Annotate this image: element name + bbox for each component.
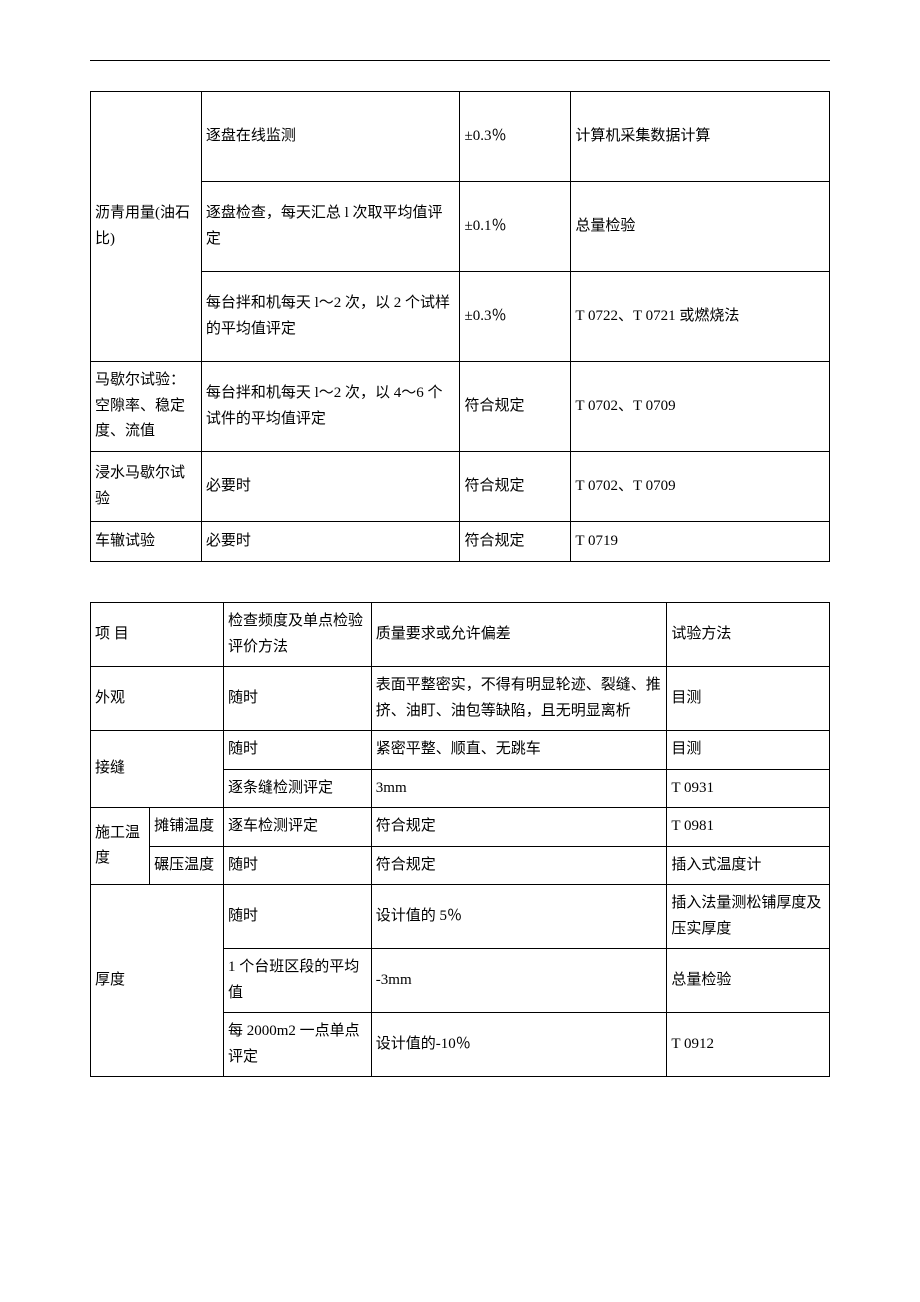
table-cell: 碾压温度 <box>150 846 224 885</box>
table-cell: 试验方法 <box>667 603 830 667</box>
table-cell: 随时 <box>224 667 372 731</box>
table-cell: 摊铺温度 <box>150 808 224 847</box>
table-cell: 逐条缝检测评定 <box>224 769 372 808</box>
table-cell: 符合规定 <box>460 522 571 562</box>
table-cell: 施工温度 <box>91 808 150 885</box>
table-row: 逐盘检查，每天汇总 l 次取平均值评定±0.1％总量检验 <box>91 182 830 272</box>
table-row: 项 目检查频度及单点检验评价方法质量要求或允许偏差试验方法 <box>91 603 830 667</box>
table-cell: 随时 <box>224 885 372 949</box>
table-cell: 随时 <box>224 846 372 885</box>
table-cell: T 0931 <box>667 769 830 808</box>
table-cell: T 0722、T 0721 或燃烧法 <box>571 272 830 362</box>
table-cell: 车辙试验 <box>91 522 202 562</box>
table-cell: 符合规定 <box>460 362 571 452</box>
table-cell: T 0719 <box>571 522 830 562</box>
table-cell: 每台拌和机每天 l～2 次，以 4～6 个试件的平均值评定 <box>201 362 460 452</box>
table-row: 外观随时表面平整密实，不得有明显轮迹、裂缝、推挤、油盯、油包等缺陷，且无明显离析… <box>91 667 830 731</box>
table-row: 沥青用量(油石比)逐盘在线监测±0.3％计算机采集数据计算 <box>91 92 830 182</box>
table-cell: T 0702、T 0709 <box>571 452 830 522</box>
table-cell: 厚度 <box>91 885 224 1077</box>
table-cell: 符合规定 <box>371 808 667 847</box>
table-cell: 插入法量测松铺厚度及压实厚度 <box>667 885 830 949</box>
page-container: 沥青用量(油石比)逐盘在线监测±0.3％计算机采集数据计算逐盘检查，每天汇总 l… <box>0 0 920 1157</box>
table-1-body: 沥青用量(油石比)逐盘在线监测±0.3％计算机采集数据计算逐盘检查，每天汇总 l… <box>91 92 830 562</box>
table-cell: 每 2000m2 一点单点评定 <box>224 1013 372 1077</box>
table-cell: T 0981 <box>667 808 830 847</box>
table-cell: 目测 <box>667 731 830 770</box>
table-row: 碾压温度随时符合规定插入式温度计 <box>91 846 830 885</box>
table-cell: 紧密平整、顺直、无跳车 <box>371 731 667 770</box>
table-1: 沥青用量(油石比)逐盘在线监测±0.3％计算机采集数据计算逐盘检查，每天汇总 l… <box>90 91 830 562</box>
table-cell: T 0912 <box>667 1013 830 1077</box>
table-cell: 接缝 <box>91 731 224 808</box>
table-cell: 总量检验 <box>667 949 830 1013</box>
table-row: 浸水马歇尔试验必要时符合规定T 0702、T 0709 <box>91 452 830 522</box>
top-rule <box>90 60 830 61</box>
table-cell: 项 目 <box>91 603 224 667</box>
table-cell: 逐盘检查，每天汇总 l 次取平均值评定 <box>201 182 460 272</box>
table-cell: 插入式温度计 <box>667 846 830 885</box>
table-cell: 外观 <box>91 667 224 731</box>
table-cell: 设计值的 5％ <box>371 885 667 949</box>
table-cell: 逐盘在线监测 <box>201 92 460 182</box>
table-row: 车辙试验必要时符合规定T 0719 <box>91 522 830 562</box>
table-row: 厚度随时设计值的 5％插入法量测松铺厚度及压实厚度 <box>91 885 830 949</box>
table-cell: ±0.1％ <box>460 182 571 272</box>
table-row: 每台拌和机每天 l～2 次，以 2 个试样的平均值评定±0.3％T 0722、T… <box>91 272 830 362</box>
table-cell: 随时 <box>224 731 372 770</box>
table-cell: 必要时 <box>201 522 460 562</box>
table-cell: 检查频度及单点检验评价方法 <box>224 603 372 667</box>
table-cell: 设计值的-10％ <box>371 1013 667 1077</box>
table-row: 接缝随时紧密平整、顺直、无跳车目测 <box>91 731 830 770</box>
table-cell: 3mm <box>371 769 667 808</box>
table-cell: 表面平整密实，不得有明显轮迹、裂缝、推挤、油盯、油包等缺陷，且无明显离析 <box>371 667 667 731</box>
table-cell: 马歇尔试验：空隙率、稳定度、流值 <box>91 362 202 452</box>
table-row: 施工温度摊铺温度逐车检测评定符合规定T 0981 <box>91 808 830 847</box>
table-cell: 浸水马歇尔试验 <box>91 452 202 522</box>
table-cell: 质量要求或允许偏差 <box>371 603 667 667</box>
table-cell: 符合规定 <box>460 452 571 522</box>
table-cell: ±0.3％ <box>460 272 571 362</box>
table-cell: 逐车检测评定 <box>224 808 372 847</box>
table-cell: ±0.3％ <box>460 92 571 182</box>
table-row: 马歇尔试验：空隙率、稳定度、流值每台拌和机每天 l～2 次，以 4～6 个试件的… <box>91 362 830 452</box>
table-cell: T 0702、T 0709 <box>571 362 830 452</box>
table-cell: 符合规定 <box>371 846 667 885</box>
table-cell: 1 个台班区段的平均值 <box>224 949 372 1013</box>
table-2-body: 项 目检查频度及单点检验评价方法质量要求或允许偏差试验方法外观随时表面平整密实，… <box>91 603 830 1077</box>
table-cell: 沥青用量(油石比) <box>91 92 202 362</box>
table-cell: 每台拌和机每天 l～2 次，以 2 个试样的平均值评定 <box>201 272 460 362</box>
table-cell: -3mm <box>371 949 667 1013</box>
table-2: 项 目检查频度及单点检验评价方法质量要求或允许偏差试验方法外观随时表面平整密实，… <box>90 602 830 1077</box>
table-cell: 必要时 <box>201 452 460 522</box>
table-cell: 目测 <box>667 667 830 731</box>
table-cell: 总量检验 <box>571 182 830 272</box>
table-cell: 计算机采集数据计算 <box>571 92 830 182</box>
